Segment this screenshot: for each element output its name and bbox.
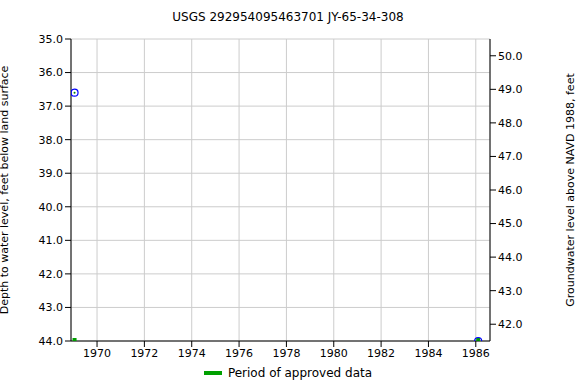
svg-text:46.0: 46.0 [498,184,523,197]
svg-text:1986: 1986 [462,347,490,360]
svg-text:1970: 1970 [83,347,111,360]
svg-text:40.0: 40.0 [39,201,64,214]
svg-text:1980: 1980 [320,347,348,360]
svg-text:50.0: 50.0 [498,50,523,63]
svg-text:36.0: 36.0 [39,66,64,79]
svg-text:1982: 1982 [367,347,395,360]
svg-text:42.0: 42.0 [498,318,523,331]
svg-text:45.0: 45.0 [498,217,523,230]
svg-text:35.0: 35.0 [39,33,64,46]
svg-text:42.0: 42.0 [39,268,64,281]
html-text:USGS 292954095463701 JY-65-34-: USGS 292954095463701 JY-65-34-308 [172,10,404,24]
svg-text:47.0: 47.0 [498,150,523,163]
svg-text:38.0: 38.0 [39,134,64,147]
svg-text:1984: 1984 [414,347,442,360]
svg-text:49.0: 49.0 [498,83,523,96]
html-text:Period of approved data: Period of approved data [227,366,373,380]
svg-text:1976: 1976 [225,347,253,360]
svg-text:43.0: 43.0 [498,285,523,298]
svg-text:41.0: 41.0 [39,234,64,247]
svg-text:Groundwater level above NAVD 1: Groundwater level above NAVD 1988, feet [564,73,568,307]
svg-text:48.0: 48.0 [498,117,523,130]
svg-text:39.0: 39.0 [39,167,64,180]
svg-text:1974: 1974 [178,347,206,360]
svg-text:44.0: 44.0 [498,251,523,264]
svg-text:Depth to water level, feet bel: Depth to water level, feet below land su… [8,65,11,314]
svg-text:1978: 1978 [272,347,300,360]
svg-text:43.0: 43.0 [39,301,64,314]
svg-text:37.0: 37.0 [39,100,64,113]
svg-text:1972: 1972 [130,347,158,360]
svg-text:44.0: 44.0 [39,335,64,348]
